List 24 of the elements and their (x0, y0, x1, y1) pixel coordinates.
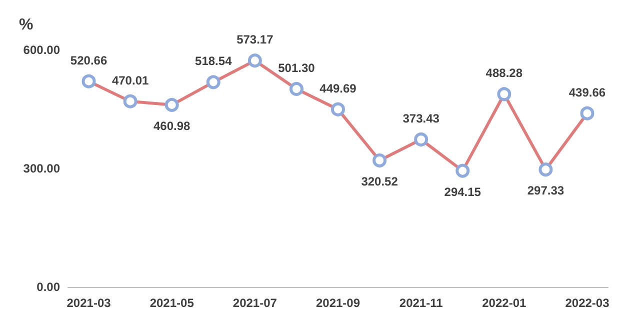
x-tick-label: 2022-03 (565, 296, 610, 310)
x-tick-label: 2021-05 (150, 296, 194, 310)
x-tick-label: 2021-11 (399, 296, 444, 310)
y-tick-label: 600.00 (23, 43, 60, 57)
x-tick-label: 2021-09 (316, 296, 360, 310)
data-label: 518.54 (195, 54, 232, 68)
data-label: 294.15 (444, 184, 482, 199)
data-label: 501.30 (278, 60, 316, 75)
y-tick-label: 0.00 (36, 280, 60, 294)
x-tick-label: 2021-07 (232, 296, 278, 310)
data-label: 320.52 (361, 174, 398, 188)
data-label: 439.66 (568, 85, 606, 100)
data-label: 573.17 (236, 32, 274, 47)
data-label: 488.28 (486, 66, 523, 80)
y-axis-title: % (19, 16, 34, 34)
data-label: 449.69 (320, 81, 357, 96)
data-label: 520.66 (70, 53, 108, 68)
data-label: 470.01 (112, 73, 149, 88)
x-tick-label: 2021-03 (66, 296, 112, 310)
data-label: 297.33 (527, 184, 564, 198)
data-label: 460.98 (153, 118, 191, 133)
y-tick-label: 300.00 (23, 162, 60, 176)
x-tick-label: 2022-01 (482, 296, 526, 310)
data-label: 373.43 (402, 111, 440, 126)
